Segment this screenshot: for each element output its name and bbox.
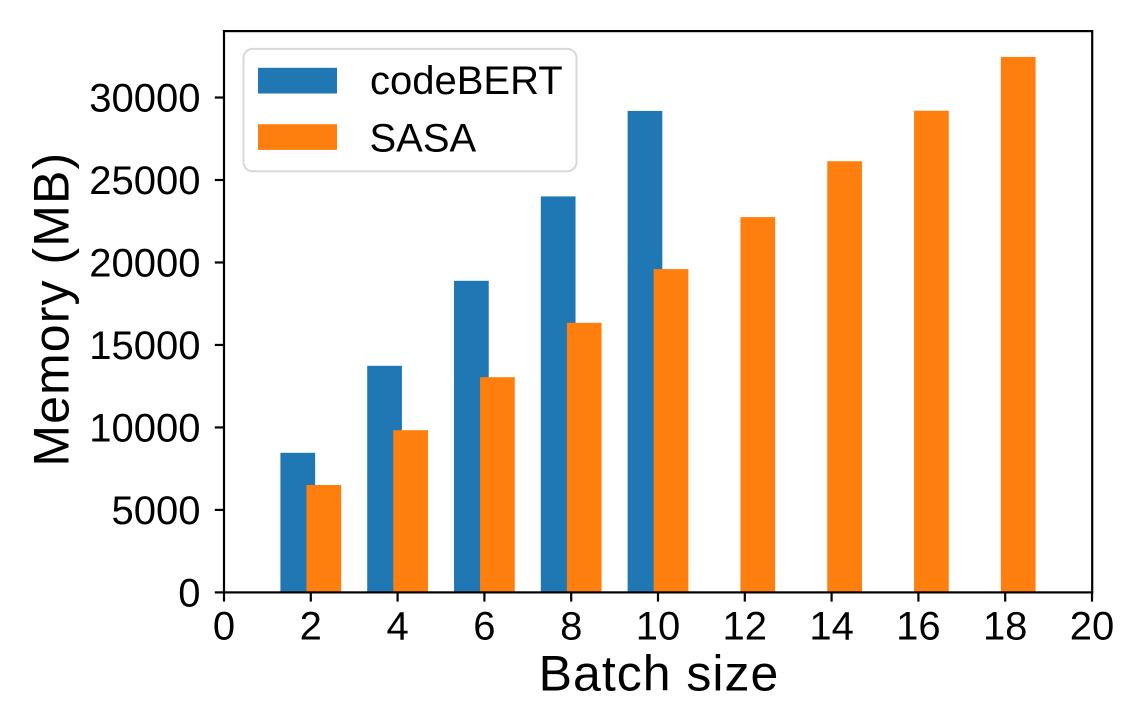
svg-text:14: 14: [809, 604, 854, 648]
svg-text:6: 6: [473, 604, 495, 648]
svg-text:18: 18: [983, 604, 1028, 648]
svg-text:codeBERT: codeBERT: [370, 59, 563, 103]
svg-text:4: 4: [386, 604, 408, 648]
svg-text:0: 0: [213, 604, 235, 648]
svg-text:Memory (MB): Memory (MB): [24, 152, 80, 467]
svg-text:SASA: SASA: [370, 117, 477, 161]
svg-text:5000: 5000: [112, 489, 201, 533]
svg-text:Batch size: Batch size: [539, 645, 780, 701]
svg-text:0: 0: [178, 571, 200, 615]
svg-text:10000: 10000: [89, 406, 200, 450]
svg-text:8: 8: [560, 604, 582, 648]
svg-text:16: 16: [896, 604, 941, 648]
svg-text:10: 10: [636, 604, 681, 648]
svg-text:25000: 25000: [89, 159, 200, 203]
svg-text:12: 12: [723, 604, 768, 648]
svg-text:20000: 20000: [89, 241, 200, 285]
svg-text:15000: 15000: [89, 324, 200, 368]
svg-text:30000: 30000: [89, 76, 200, 120]
svg-text:20: 20: [1070, 604, 1115, 648]
svg-text:2: 2: [300, 604, 322, 648]
